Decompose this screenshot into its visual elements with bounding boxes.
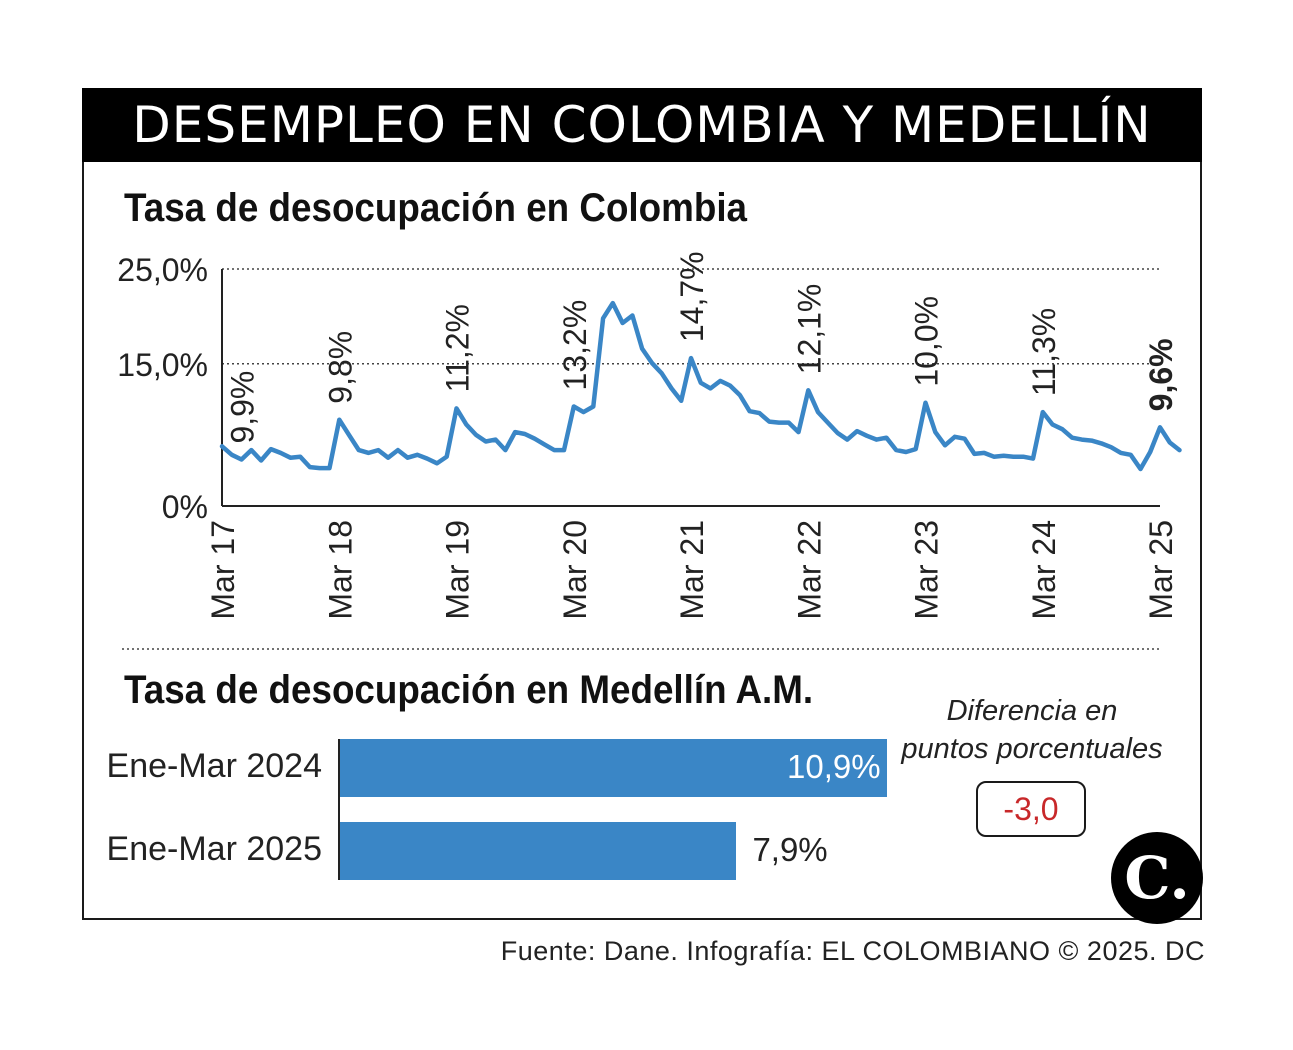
x-tick-label: Mar 21 — [674, 520, 710, 620]
title-banner: DESEMPLEO EN COLOMBIA Y MEDELLÍN — [82, 88, 1202, 162]
bar-category-label: Ene-Mar 2025 — [106, 830, 322, 868]
data-label: 9,8% — [322, 331, 358, 404]
bar-value-label: 10,9% — [787, 748, 881, 785]
y-tick-label: 25,0% — [117, 252, 208, 288]
data-label: 12,1% — [791, 284, 827, 375]
data-label: 9,9% — [225, 371, 261, 444]
x-tick-label: Mar 25 — [1143, 520, 1179, 620]
y-tick-label: 0% — [162, 489, 208, 525]
bar-category-label: Ene-Mar 2024 — [106, 747, 322, 785]
difference-label-line2: puntos porcentuales — [901, 733, 1163, 765]
page-title: DESEMPLEO EN COLOMBIA Y MEDELLÍN — [132, 96, 1152, 154]
difference-label-line1: Diferencia en — [946, 695, 1118, 727]
x-tick-label: Mar 22 — [791, 520, 827, 620]
data-label: 11,2% — [440, 304, 476, 392]
x-tick-label: Mar 17 — [205, 520, 241, 620]
x-tick-label: Mar 20 — [557, 520, 593, 620]
bar-value-label: 7,9% — [752, 831, 828, 868]
x-tick-label: Mar 18 — [322, 520, 358, 620]
x-tick-label: Mar 19 — [440, 520, 476, 620]
data-label: 14,7% — [674, 251, 710, 342]
y-tick-label: 15,0% — [117, 347, 208, 383]
series-line — [219, 300, 1182, 472]
bar-axis — [338, 739, 340, 880]
x-tick-label: Mar 23 — [909, 520, 945, 620]
data-label: 11,3% — [1026, 308, 1062, 396]
data-label: 13,2% — [557, 300, 593, 391]
difference-label: Diferencia en puntos porcentuales — [898, 692, 1166, 768]
colombia-chart-title: Tasa de desocupación en Colombia — [124, 186, 748, 230]
difference-value-badge: -3,0 — [976, 781, 1086, 837]
medellin-chart-title: Tasa de desocupación en Medellín A.M. — [124, 668, 814, 712]
x-tick-label: Mar 24 — [1026, 520, 1062, 620]
data-label: 10,0% — [909, 296, 945, 387]
data-label: 9,6% — [1143, 338, 1179, 411]
el-colombiano-logo: C. — [1111, 832, 1203, 924]
bar — [340, 822, 737, 880]
bar — [340, 739, 887, 797]
source-credit: Fuente: Dane. Infografía: EL COLOMBIANO … — [500, 936, 1205, 966]
